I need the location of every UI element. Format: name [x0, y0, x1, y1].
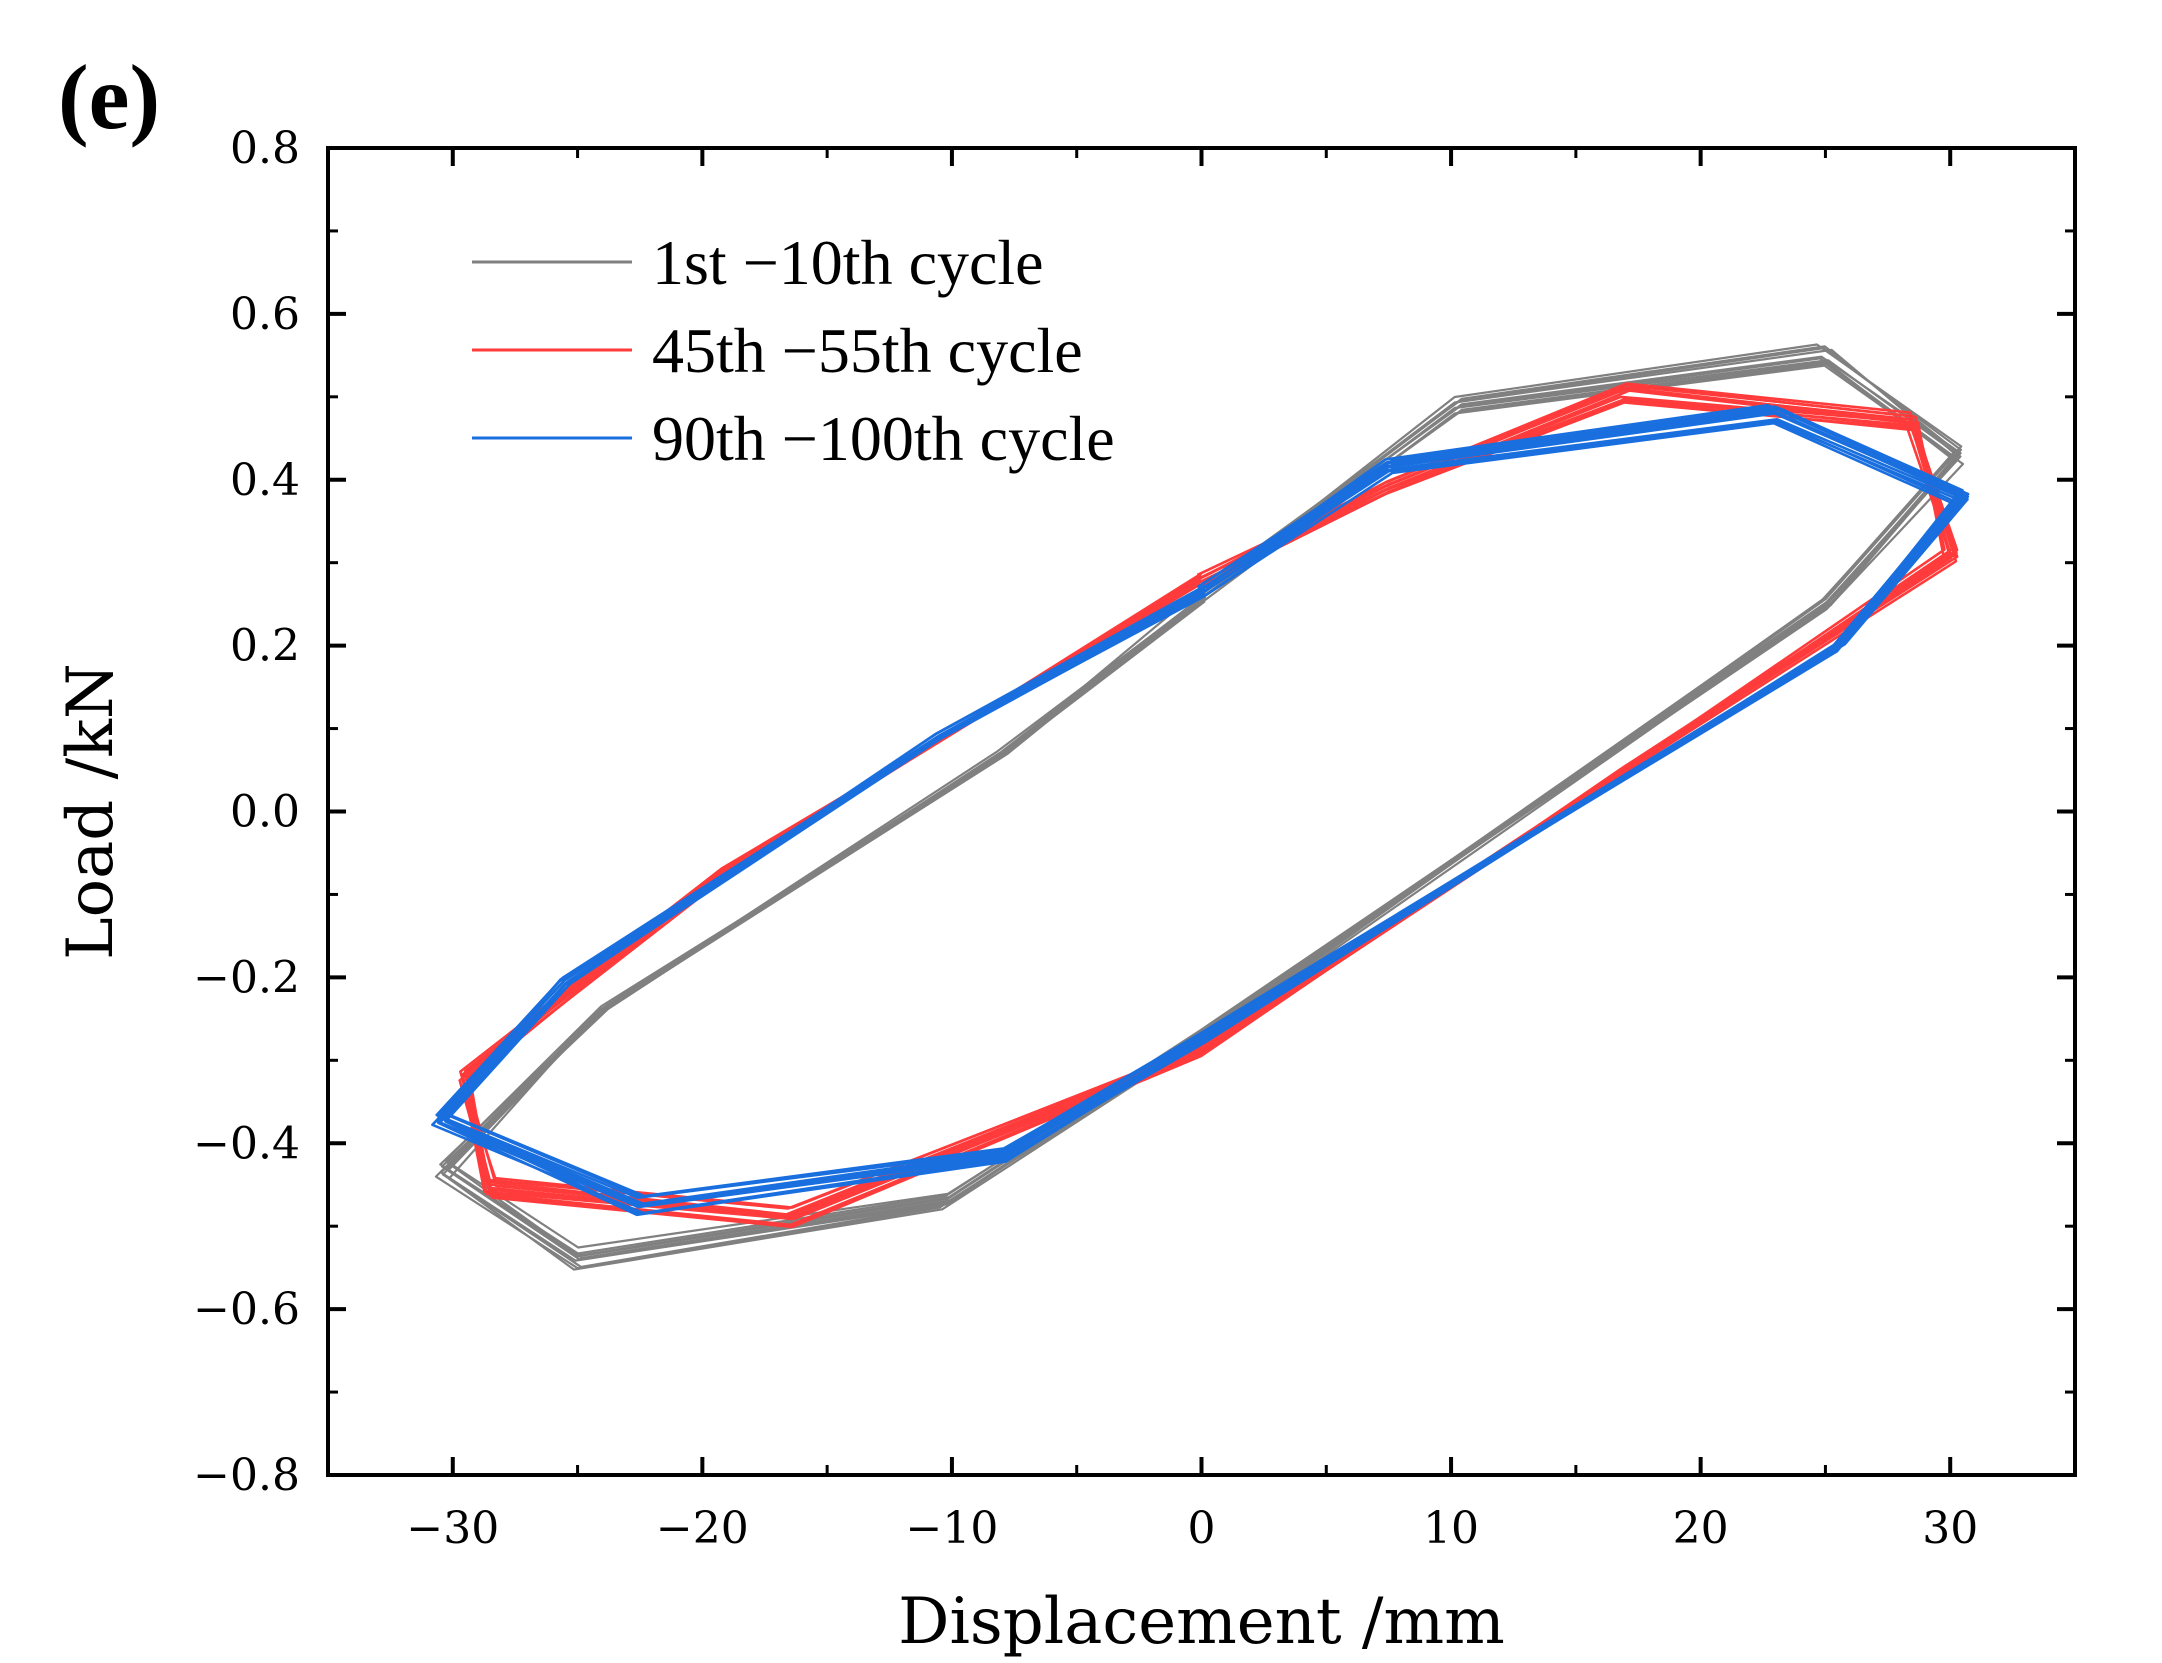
series-2-loop-9 [465, 385, 1954, 1227]
series-2-loop-3 [460, 398, 1952, 1216]
series-1-loop-10 [447, 343, 1963, 1271]
series-3-loop-11 [437, 403, 1961, 1217]
series-3-loop-9 [431, 406, 1970, 1215]
series-1-loop-9 [434, 345, 1957, 1270]
series-1-loop-8 [441, 347, 1963, 1269]
legend: 1st −10th cycle 45th −55th cycle 90th −1… [472, 227, 1115, 474]
y-tick-label: 0.4 [230, 455, 300, 506]
series-2-loop-2 [463, 399, 1959, 1210]
series-3-loop-10 [444, 405, 1964, 1216]
series-3-loop-4 [437, 417, 1963, 1205]
series-3-loop-5 [441, 411, 1969, 1206]
series-2-loop-1 [458, 401, 1958, 1209]
series-2-loop-5 [463, 395, 1946, 1218]
x-tick-label: 10 [1423, 1503, 1479, 1554]
plot-frame [326, 146, 2077, 1477]
series-3-loop-3 [435, 419, 1958, 1200]
series-1-loop-2 [446, 362, 1959, 1256]
series-1-loop-4 [440, 359, 1962, 1258]
x-axis-title: Displacement /mm [898, 1585, 1505, 1659]
series-1-loop-5 [445, 357, 1956, 1260]
series-1-loop-6 [447, 355, 1962, 1261]
x-tick-labels: −30 −20 −10 0 10 20 30 [406, 1503, 1978, 1554]
series-2-loop-7 [464, 387, 1951, 1220]
legend-label-45th-55th: 45th −55th cycle [652, 315, 1083, 386]
y-tick-label: −0.8 [193, 1450, 300, 1501]
x-tick-label: −20 [656, 1503, 749, 1554]
series-1 [434, 343, 1965, 1271]
legend-label-1st-10th: 1st −10th cycle [652, 227, 1044, 298]
y-tick-label: 0.0 [230, 787, 300, 838]
series-2-loop-6 [468, 389, 1958, 1219]
series-1-loop-3 [439, 360, 1956, 1257]
series-3-loop-6 [443, 410, 1964, 1207]
panel-label: (e) [58, 46, 160, 148]
series-3-loop-7 [436, 409, 1970, 1208]
y-axis-title: Load /kN [54, 663, 128, 960]
y-tick-label: 0.2 [230, 621, 300, 672]
series-3-loop-8 [438, 407, 1964, 1209]
y-tick-labels: −0.8 −0.6 −0.4 −0.2 0.0 0.2 0.4 0.6 0.8 [193, 123, 300, 1501]
series-2-loop-11 [458, 382, 1959, 1229]
series-2-loop-10 [462, 383, 1946, 1228]
series-2 [458, 382, 1959, 1229]
y-tick-label: 0.8 [230, 123, 300, 174]
y-tick-label: 0.6 [230, 289, 300, 340]
y-tick-label: −0.6 [193, 1284, 300, 1335]
series-3 [431, 403, 1970, 1217]
series-1-loop-7 [440, 348, 1957, 1262]
x-tick-label: 30 [1922, 1503, 1978, 1554]
legend-label-90th-100th: 90th −100th cycle [652, 403, 1115, 474]
x-tick-label: −10 [905, 1503, 998, 1554]
y-tick-label: −0.4 [193, 1118, 300, 1169]
x-tick-label: 20 [1673, 1503, 1729, 1554]
series-2-loop-8 [460, 386, 1952, 1221]
x-tick-label: 0 [1188, 1503, 1216, 1554]
x-tick-label: −30 [406, 1503, 499, 1554]
series-3-loop-2 [442, 420, 1963, 1199]
plot-curves [431, 343, 1970, 1271]
series-3-loop-1 [440, 421, 1957, 1198]
y-tick-label: −0.2 [193, 952, 300, 1003]
series-1-loop-1 [444, 364, 1965, 1249]
series-2-loop-4 [467, 396, 1953, 1217]
